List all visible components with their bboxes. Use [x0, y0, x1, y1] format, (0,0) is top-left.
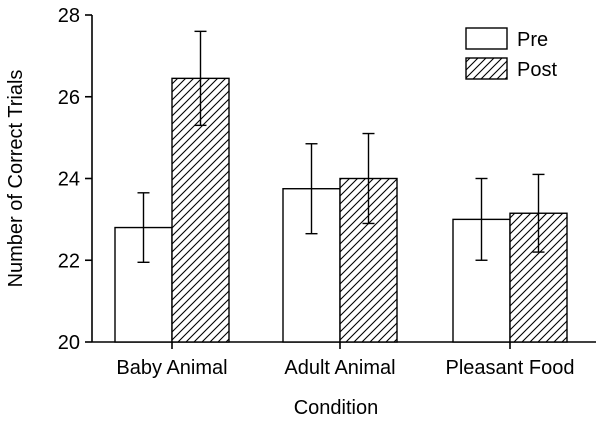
y-tick-label: 28 [58, 5, 80, 27]
legend-swatch-post [465, 57, 508, 80]
x-axis-title: Condition [294, 397, 379, 419]
legend-label-pre: Pre [517, 29, 548, 51]
plot-area: 20 22 24 26 28 Baby Animal Adult Animal Pleasan… [58, 5, 596, 379]
x-category-label: Adult Animal [284, 357, 395, 379]
legend-swatch-pre [465, 27, 508, 50]
y-tick-label: 20 [58, 332, 80, 354]
y-axis-title: Number of Correct Trials [5, 70, 27, 288]
x-category-label: Pleasant Food [446, 357, 575, 379]
x-category-label: Baby Animal [116, 357, 227, 379]
y-tick-label: 22 [58, 250, 80, 272]
legend-label-post: Post [517, 59, 557, 81]
y-tick-label: 26 [58, 87, 80, 109]
y-tick-label: 24 [58, 169, 80, 191]
legend: Pre Post [465, 27, 557, 81]
